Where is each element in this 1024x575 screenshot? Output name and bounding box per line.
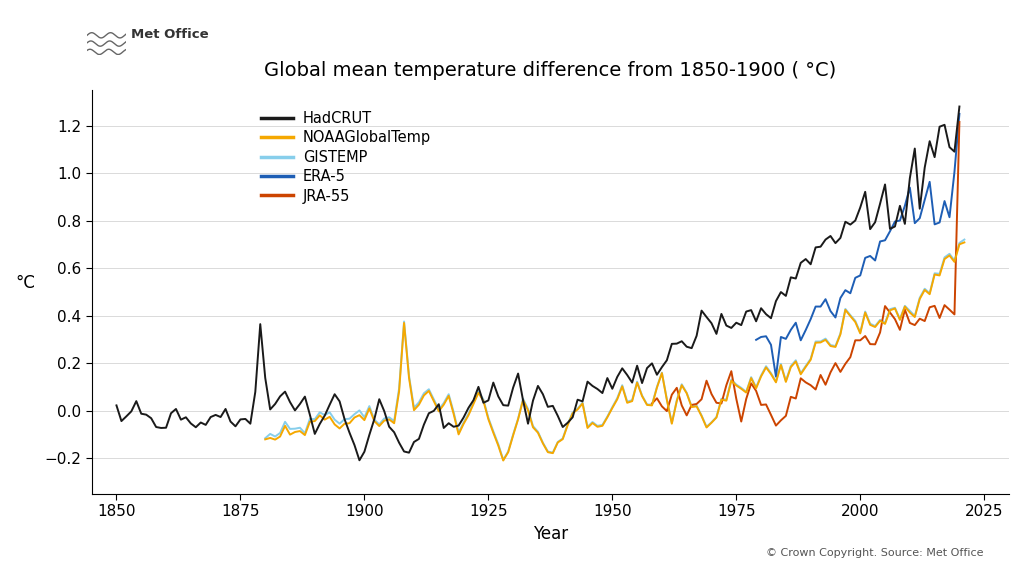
Y-axis label: °C: °C — [15, 274, 35, 292]
Legend: HadCRUT, NOAAGlobalTemp, GISTEMP, ERA-5, JRA-55: HadCRUT, NOAAGlobalTemp, GISTEMP, ERA-5,… — [255, 105, 437, 209]
X-axis label: Year: Year — [532, 525, 568, 543]
Text: Met Office: Met Office — [131, 28, 209, 41]
Text: © Crown Copyright. Source: Met Office: © Crown Copyright. Source: Met Office — [766, 548, 983, 558]
Title: Global mean temperature difference from 1850-1900 ( °C): Global mean temperature difference from … — [264, 61, 837, 80]
